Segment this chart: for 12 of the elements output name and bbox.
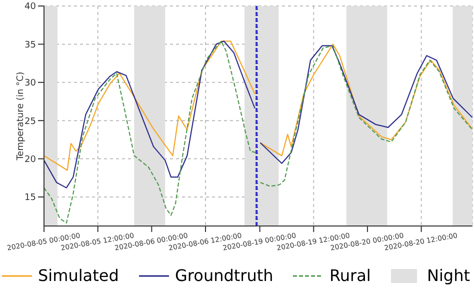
legend-label: Groundtruth [175,266,274,285]
y-axis-title: Temperature (in °C) [16,72,26,162]
y-tick-label: 35 [24,40,36,50]
line-series [44,40,257,224]
legend-label: Simulated [38,266,119,285]
y-tick-label: 40 [24,2,36,12]
y-tick-label: 30 [24,78,36,89]
legend-label: Rural [329,266,371,285]
y-tick-label: 20 [24,154,36,165]
legend-label: Night [427,266,470,285]
y-tick-label: 25 [24,116,36,127]
y-tick-label: 15 [24,193,36,204]
